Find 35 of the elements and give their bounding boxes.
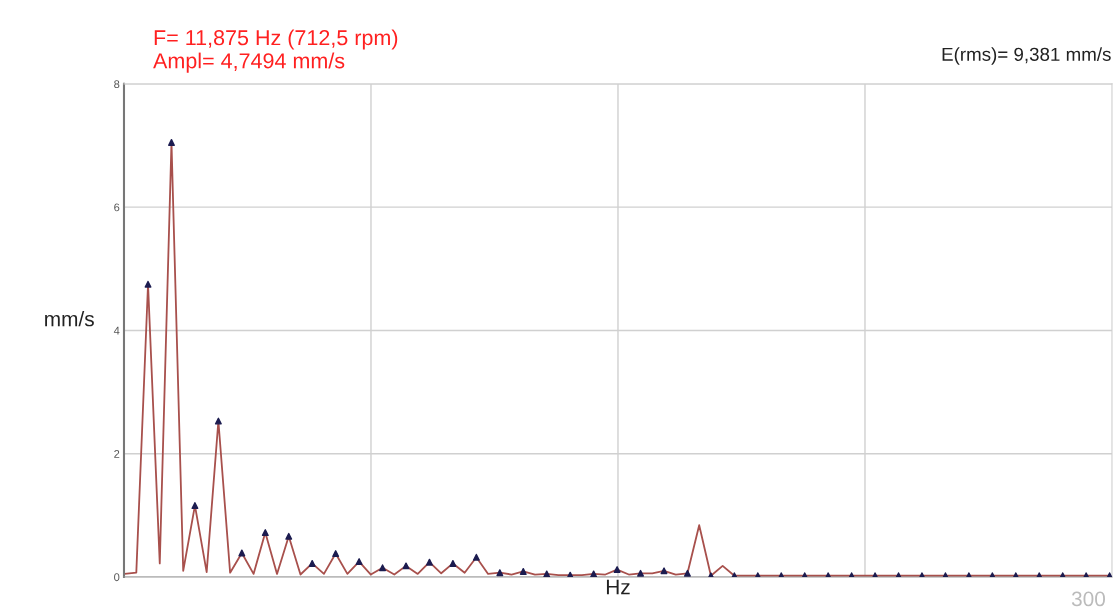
point [332,550,340,558]
point [1106,572,1112,577]
chart-subtitle: Ampl= 4,7494 mm/s [153,52,345,73]
point [449,559,457,567]
point [285,532,293,540]
point [238,549,246,557]
point [168,138,175,146]
point [191,502,199,509]
text: 300 [1071,591,1106,607]
point [543,570,551,577]
point [637,569,645,577]
point [144,280,152,288]
y-tick-label: 6 [114,203,120,212]
y-axis-title: mm/s [45,311,94,327]
point [496,569,504,577]
point [660,567,668,575]
y-tick-label: 4 [113,326,120,335]
point [379,564,387,572]
point [683,569,691,577]
point [214,417,222,425]
point [425,558,433,566]
point [613,566,621,574]
point [519,567,527,575]
y-tick-label: 2 [114,449,120,458]
y-tick-label: 0 [114,573,120,582]
point [261,529,269,537]
point [590,570,598,577]
point [472,553,480,561]
x-axis-title: Hz [606,579,630,595]
chart-title: F= 11,875 Hz (712,5 rpm) [154,29,398,50]
point [566,571,574,577]
y-tick-label: 8 [114,80,120,89]
point [355,558,363,566]
point [308,559,316,567]
text: E(rms)= 9,381 mm/s [942,47,1111,65]
